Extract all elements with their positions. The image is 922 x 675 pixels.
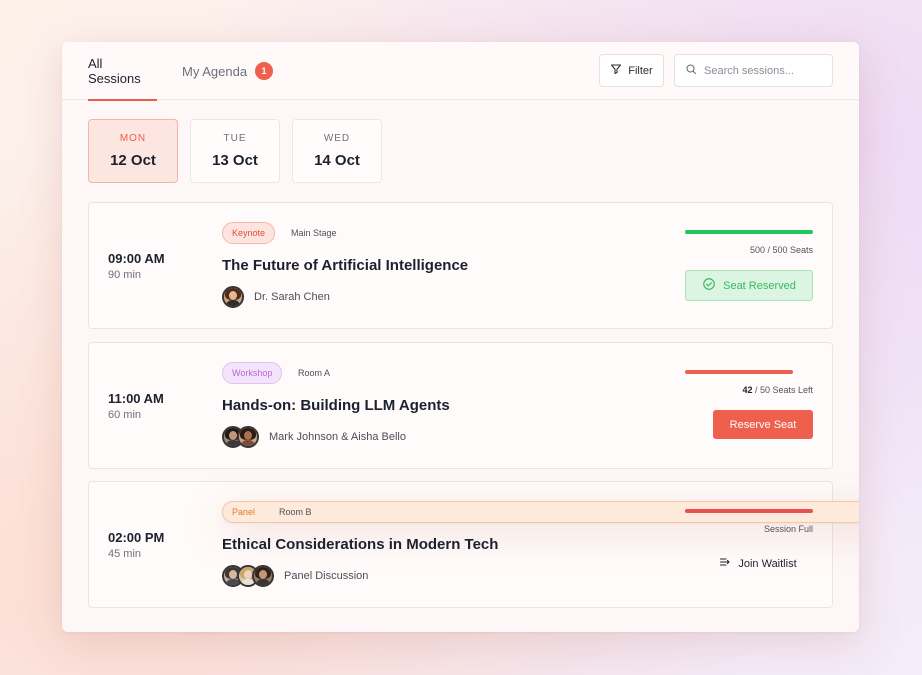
speaker-names: Panel Discussion xyxy=(284,570,369,582)
day-wed[interactable]: WED 14 Oct xyxy=(292,119,382,183)
seats-status: Session Full xyxy=(763,524,813,534)
speakers: Dr. Sarah Chen xyxy=(222,286,330,308)
session-time: 11:00 AM 60 min xyxy=(108,391,164,421)
start-time: 11:00 AM xyxy=(108,391,164,406)
seat-reserved-button[interactable]: Seat Reserved xyxy=(685,270,813,301)
session-location: Main Stage xyxy=(291,228,337,238)
capacity-bar xyxy=(685,230,813,234)
speakers: Panel Discussion xyxy=(222,565,368,587)
session-location: Room A xyxy=(298,368,331,378)
tab-my-agenda[interactable]: My Agenda 1 xyxy=(182,42,274,100)
tab-all-sessions[interactable]: All Sessions xyxy=(88,42,157,101)
session-title: The Future of Artificial Intelligence xyxy=(222,257,469,274)
sessions-panel: All Sessions My Agenda 1 Filter MON 12 O… xyxy=(62,42,859,632)
waitlist-icon xyxy=(719,556,731,571)
join-waitlist-button[interactable]: Join Waitlist xyxy=(713,549,803,578)
session-title: Hands-on: Building LLM Agents xyxy=(222,397,450,414)
session-time: 09:00 AM 90 min xyxy=(108,251,165,281)
avatar xyxy=(222,286,244,308)
search-box xyxy=(674,54,833,87)
avatar xyxy=(237,426,259,448)
seats-left-count: 42 xyxy=(742,385,753,395)
session-card-workshop[interactable]: 11:00 AM 60 min Workshop Room A Hands-on… xyxy=(88,342,833,469)
start-time: 09:00 AM xyxy=(108,251,165,266)
day-date: 12 Oct xyxy=(110,152,156,169)
tab-my-agenda-label: My Agenda xyxy=(182,63,248,79)
avatar xyxy=(252,565,274,587)
day-of-week: MON xyxy=(119,133,147,144)
speakers: Mark Johnson & Aisha Bello xyxy=(222,426,406,448)
session-tag: Workshop xyxy=(222,362,283,384)
seats-left-label: / 50 Seats Left xyxy=(752,385,813,395)
duration: 90 min xyxy=(108,269,142,281)
duration: 45 min xyxy=(108,548,142,560)
session-tag: Panel xyxy=(222,501,859,523)
day-mon[interactable]: MON 12 Oct xyxy=(88,119,178,183)
duration: 60 min xyxy=(108,409,142,421)
session-card-keynote[interactable]: 09:00 AM 90 min Keynote Main Stage The F… xyxy=(88,202,833,329)
day-date: 14 Oct xyxy=(314,152,360,169)
filter-icon xyxy=(610,63,622,78)
day-tue[interactable]: TUE 13 Oct xyxy=(190,119,280,183)
session-time: 02:00 PM 45 min xyxy=(108,530,164,560)
check-circle-icon xyxy=(702,277,716,294)
session-card-panel[interactable]: 02:00 PM 45 min Panel Room B Ethical Con… xyxy=(88,481,859,608)
seats-status: 42 / 50 Seats Left xyxy=(742,385,813,395)
capacity-bar xyxy=(685,509,813,513)
search-icon xyxy=(685,62,697,80)
capacity-bar xyxy=(685,370,793,374)
seats-status: 500 / 500 Seats xyxy=(749,245,813,255)
filter-button[interactable]: Filter xyxy=(599,54,664,87)
speaker-names: Mark Johnson & Aisha Bello xyxy=(269,431,406,443)
start-time: 02:00 PM xyxy=(108,530,165,545)
session-tag: Keynote xyxy=(222,222,276,244)
tab-all-sessions-label: All Sessions xyxy=(88,56,141,86)
reserve-seat-button[interactable]: Reserve Seat xyxy=(713,410,813,439)
seat-reserved-label: Seat Reserved xyxy=(723,279,796,292)
top-bar: All Sessions My Agenda 1 Filter xyxy=(62,42,859,101)
search-input[interactable] xyxy=(704,64,824,77)
day-date: 13 Oct xyxy=(212,152,258,169)
day-of-week: TUE xyxy=(223,133,247,144)
speaker-names: Dr. Sarah Chen xyxy=(254,291,330,303)
agenda-count-badge: 1 xyxy=(255,62,274,80)
session-title: Ethical Considerations in Modern Tech xyxy=(222,536,499,553)
day-of-week: WED xyxy=(323,133,351,144)
session-location: Room B xyxy=(279,507,312,517)
join-waitlist-label: Join Waitlist xyxy=(738,557,797,570)
filter-label: Filter xyxy=(628,64,653,77)
